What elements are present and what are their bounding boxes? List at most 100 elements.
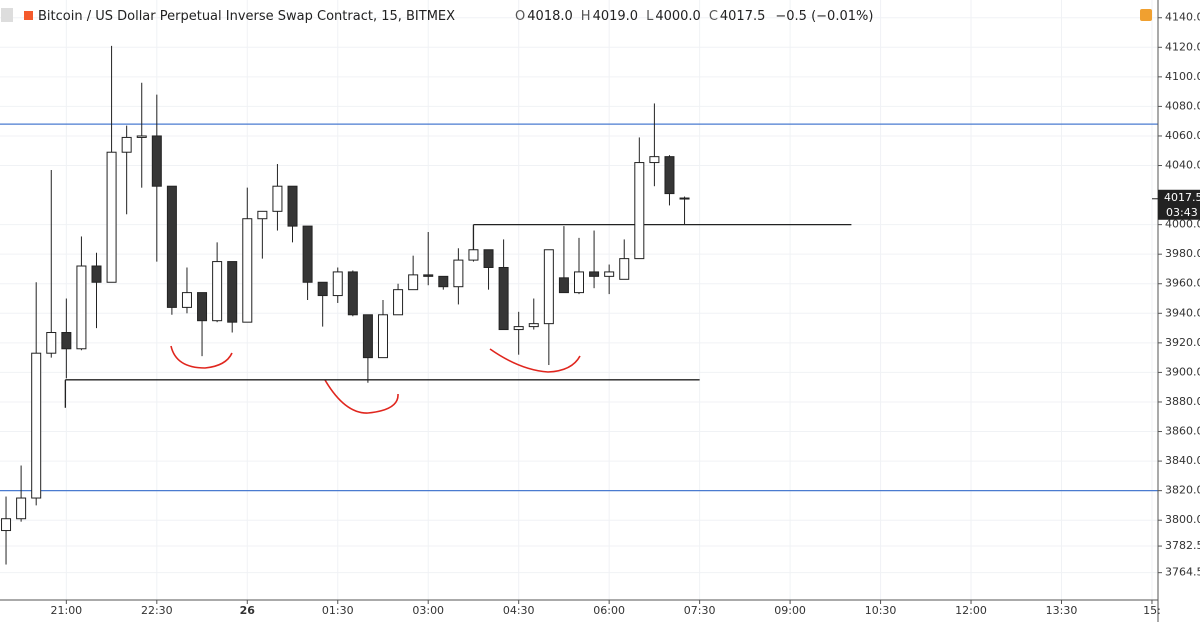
legend-header: Bitcoin / US Dollar Perpetual Inverse Sw… [24, 9, 873, 24]
ohlc-key: O [515, 9, 526, 24]
x-tick-label: 26 [240, 604, 256, 617]
candle-body [528, 323, 539, 328]
candle-body [664, 156, 675, 195]
last-price-label: 4017.5 [1164, 191, 1200, 204]
candle-body [453, 259, 464, 288]
x-tick-label: 04:30 [503, 604, 535, 617]
candle-body [302, 225, 313, 283]
y-tick-label: 4040.0 [1165, 159, 1200, 172]
y-tick-label: 3960.0 [1165, 277, 1200, 290]
ohlc-value: 4018.0 [527, 9, 573, 24]
y-tick-label: 4100.0 [1165, 70, 1200, 83]
annotation-curve [489, 348, 581, 373]
candle-body [242, 218, 253, 323]
y-tick-label: 4060.0 [1165, 129, 1200, 142]
candle-body [166, 185, 177, 308]
y-tick-label: 3900.0 [1165, 365, 1200, 378]
y-tick-label: 3860.0 [1165, 425, 1200, 438]
ohlc-key: H [580, 9, 591, 24]
x-tick-label: 01:30 [322, 604, 354, 617]
candle-body [513, 326, 524, 331]
candle-body [393, 289, 404, 316]
ohlc-key: L [646, 9, 654, 24]
x-tick-label: 06:00 [593, 604, 625, 617]
candle-body [362, 314, 373, 359]
x-tick-label: 07:30 [684, 604, 716, 617]
candle-body [347, 271, 358, 316]
y-tick-label: 3840.0 [1165, 454, 1200, 467]
candle-body [1, 518, 12, 532]
candle-body [679, 197, 690, 200]
candle-body [106, 151, 117, 283]
y-tick-label: 4120.0 [1165, 40, 1200, 53]
annotation-curve [170, 345, 233, 369]
x-tick-label: 15: [1143, 604, 1161, 617]
last-price-box [1158, 189, 1200, 220]
y-tick-label: 3800.0 [1165, 513, 1200, 526]
symbol-icon [24, 11, 33, 20]
candle-body [257, 210, 268, 220]
y-tick-label: 4140.0 [1165, 11, 1200, 24]
candle-body [408, 274, 419, 291]
candle-body [438, 275, 449, 288]
x-tick-label: 21:00 [50, 604, 82, 617]
candle-body [151, 135, 162, 187]
candle-body [61, 332, 72, 350]
candle-body [604, 271, 615, 277]
y-tick-label: 3880.0 [1165, 395, 1200, 408]
candle-body [468, 249, 479, 261]
candle-body [332, 271, 343, 297]
plot-area [0, 0, 1158, 600]
candle-body [31, 352, 42, 499]
x-tick-label: 10:30 [865, 604, 897, 617]
candle-body [272, 185, 283, 212]
candle-body [423, 274, 434, 277]
ohlc-values: O 4018.0 H 4019.0 L 4000.0 C 4017.5 [507, 9, 765, 24]
x-tick-label: 22:30 [141, 604, 173, 617]
candle-body [589, 271, 600, 277]
settings-icon[interactable] [1140, 9, 1152, 21]
ohlc-value: 4019.0 [592, 9, 639, 24]
annotation-curve [324, 379, 399, 414]
candle-body [91, 265, 102, 283]
candle-body [317, 281, 328, 297]
candle-body [543, 249, 554, 325]
y-tick-label: 3940.0 [1165, 306, 1200, 319]
y-tick-label: 3980.0 [1165, 247, 1200, 260]
x-tick-label: 09:00 [774, 604, 806, 617]
candle-body [649, 156, 660, 164]
ohlc-key: C [708, 9, 718, 24]
candle-body [121, 136, 132, 153]
x-tick-label: 03:00 [412, 604, 444, 617]
y-tick-label: 4000.0 [1165, 218, 1200, 231]
candle-body [212, 261, 223, 322]
candle-body [377, 314, 388, 359]
y-tick-label: 4080.0 [1165, 99, 1200, 112]
y-tick-label: 3920.0 [1165, 336, 1200, 349]
change: −0.5 (−0.01%) [775, 9, 874, 24]
candle-body [483, 249, 494, 268]
ohlc-value: 4017.5 [719, 9, 766, 24]
candle-body [619, 258, 630, 280]
candle-body [16, 497, 27, 520]
y-tick-label: 3764.5 [1165, 566, 1200, 579]
candle-body [46, 332, 57, 354]
y-tick-label: 3820.0 [1165, 484, 1200, 497]
ohlc-value: 4000.0 [655, 9, 701, 24]
toolbar-icon[interactable] [1, 8, 13, 22]
x-tick-label: 13:30 [1046, 604, 1078, 617]
y-tick-label: 3782.5 [1165, 539, 1200, 552]
candle-body [287, 185, 298, 227]
candle-body [634, 162, 645, 260]
candle-body [498, 266, 509, 331]
candle-body [558, 277, 569, 294]
candle-body [76, 265, 87, 350]
candle-body [181, 292, 192, 308]
candle-body [574, 271, 584, 294]
x-tick-label: 12:00 [955, 604, 987, 617]
candle-body [197, 292, 208, 322]
candle-body [136, 135, 147, 138]
candle-body [227, 261, 238, 323]
